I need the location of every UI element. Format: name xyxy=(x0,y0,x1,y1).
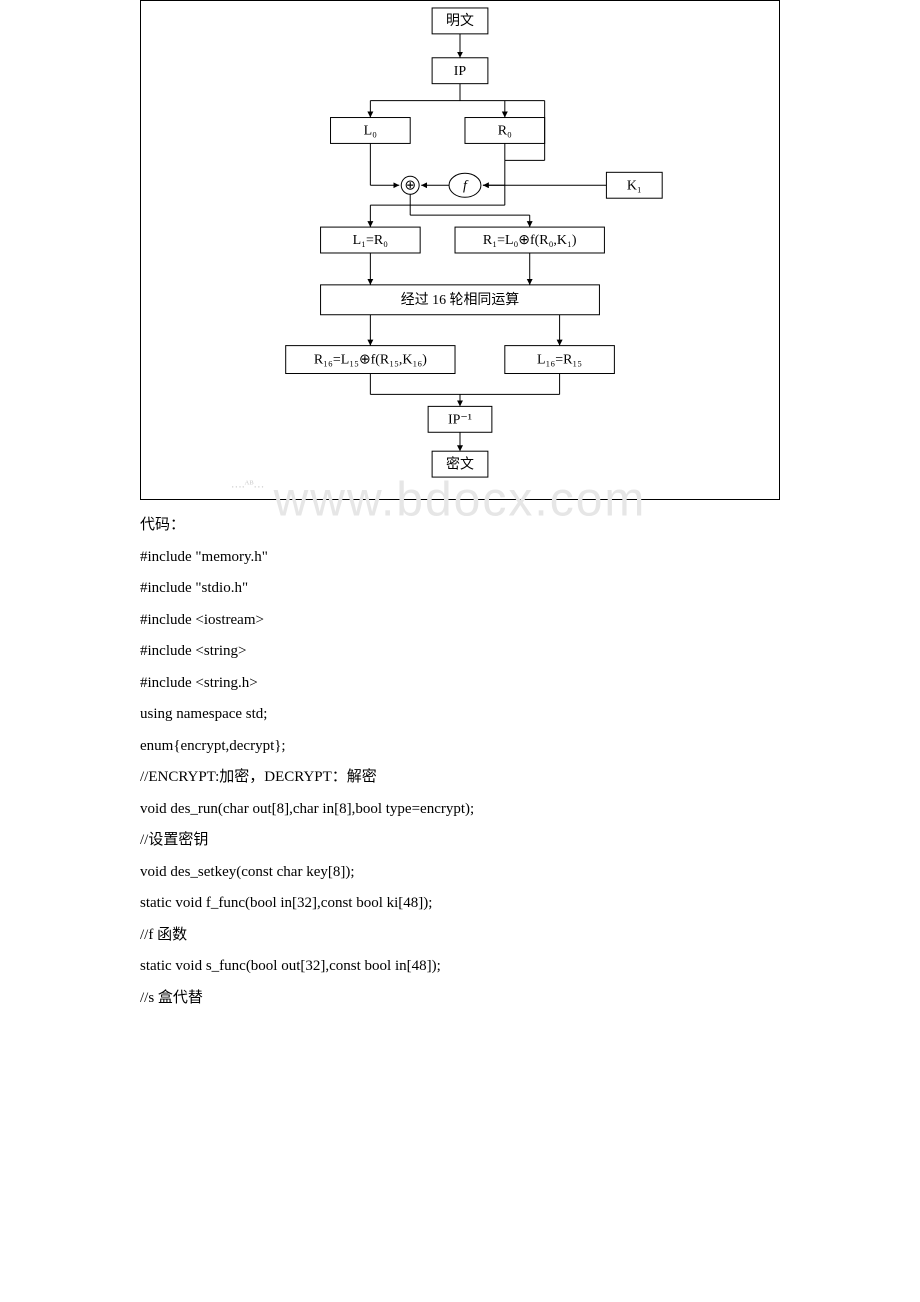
des-flowchart: 明文 IP L₀ R₀ xyxy=(140,0,780,500)
node-plaintext: 明文 xyxy=(446,13,474,29)
node-k1: K₁ xyxy=(627,178,642,193)
node-round16: 经过 16 轮相同运算 xyxy=(401,292,520,308)
code-line: static void s_func(bool out[32],const bo… xyxy=(140,951,780,983)
code-line: #include <string> xyxy=(140,636,780,668)
code-block: 代码： #include "memory.h" #include "stdio.… xyxy=(140,510,780,1014)
code-line: void des_setkey(const char key[8]); xyxy=(140,857,780,889)
code-line: void des_run(char out[8],char in[8],bool… xyxy=(140,794,780,826)
code-line: enum{encrypt,decrypt}; xyxy=(140,731,780,763)
code-line: //设置密钥 xyxy=(140,825,780,857)
code-line: #include <iostream> xyxy=(140,605,780,637)
code-line: //f 函数 xyxy=(140,920,780,952)
node-l1: L₁=R₀ xyxy=(353,233,389,248)
code-line: #include "memory.h" xyxy=(140,542,780,574)
flowchart-svg: 明文 IP L₀ R₀ xyxy=(141,1,779,499)
code-line: //ENCRYPT:加密，DECRYPT：解密 xyxy=(140,762,780,794)
node-ipinv: IP⁻¹ xyxy=(448,413,472,428)
node-ip: IP xyxy=(454,64,467,79)
code-line: #include "stdio.h" xyxy=(140,573,780,605)
node-l16: L₁₆=R₁₅ xyxy=(537,353,582,368)
code-label: 代码： xyxy=(140,510,780,542)
node-r0: R₀ xyxy=(498,124,512,139)
node-r1: R₁=L₀⊕f(R₀,K₁) xyxy=(483,233,577,248)
node-cipher: 密文 xyxy=(446,455,474,472)
smudge: ….ᴬᴮ… xyxy=(231,479,264,491)
code-line: static void f_func(bool in[32],const boo… xyxy=(140,888,780,920)
node-r16: R₁₆=L₁₅⊕f(R₁₅,K₁₆) xyxy=(314,353,427,368)
code-line: #include <string.h> xyxy=(140,668,780,700)
code-line: using namespace std; xyxy=(140,699,780,731)
code-line: //s 盒代替 xyxy=(140,983,780,1015)
node-xor: ⊕ xyxy=(404,178,416,193)
node-l0: L₀ xyxy=(364,124,378,139)
